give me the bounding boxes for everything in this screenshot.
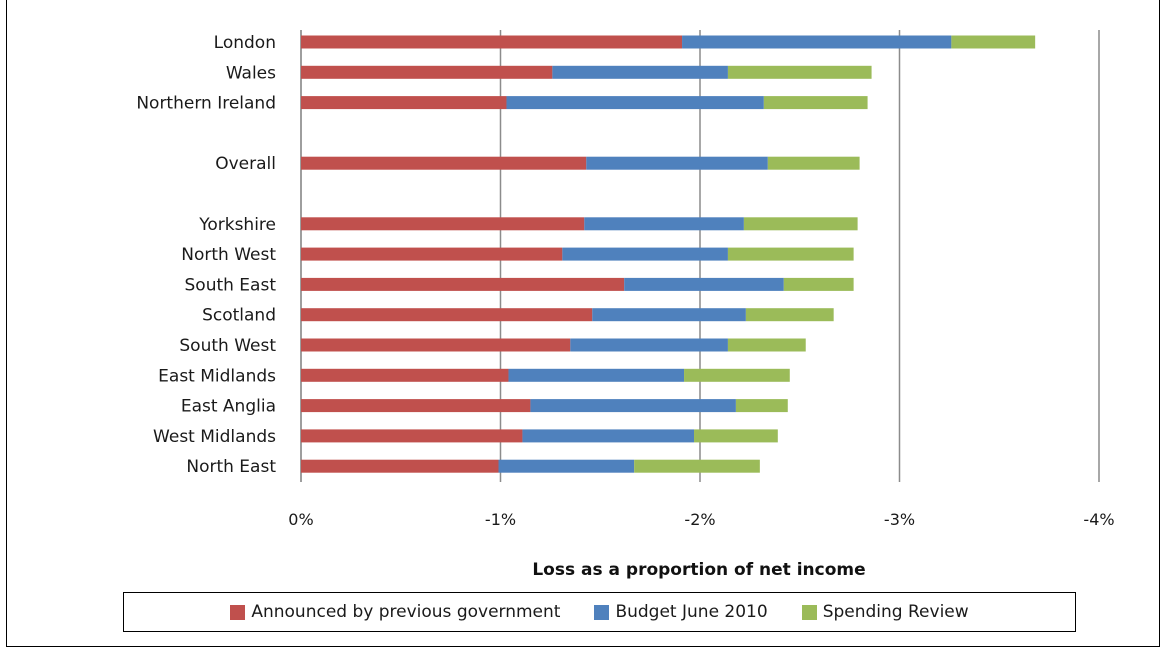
category-label: South East (185, 275, 277, 295)
legend-swatch-blue (594, 604, 610, 620)
stacked-bar-chart: London Wales Northern Ireland Overall Yorksh… (136, 30, 1115, 580)
category-label: East Anglia (181, 397, 276, 417)
bar-segment (301, 459, 499, 473)
bar-segment (301, 96, 507, 110)
bar-segment (735, 399, 788, 413)
legend-label: Announced by previous government (251, 602, 561, 622)
bar-segment (570, 338, 728, 352)
bar-segment (727, 247, 854, 261)
bar-segment (552, 65, 728, 79)
bar-segment (522, 429, 695, 443)
bar-segment (767, 156, 860, 170)
category-label: West Midlands (153, 427, 276, 447)
legend-item-budget-june-2010: Budget June 2010 (594, 602, 768, 622)
bar-segment (506, 96, 764, 110)
bar-segment (562, 247, 728, 261)
category-label: North East (186, 457, 276, 477)
category-label: East Midlands (158, 366, 276, 386)
category-label: Wales (226, 63, 276, 83)
bar-segment (727, 65, 872, 79)
bar-segment (951, 35, 1036, 49)
bar-segment (624, 277, 784, 291)
x-tick-label: -1% (485, 510, 516, 529)
bar-segment (745, 308, 834, 322)
x-axis-title: Loss as a proportion of net income (532, 560, 865, 580)
bar-segment (301, 429, 523, 443)
bar-segment (301, 338, 571, 352)
bar-segment (301, 65, 553, 79)
category-labels: London Wales Northern Ireland Overall Yorksh… (136, 33, 276, 477)
legend: Announced by previous government Budget … (123, 592, 1076, 632)
category-label: South West (179, 336, 276, 356)
legend-label: Spending Review (822, 602, 969, 622)
legend-item-previous-government: Announced by previous government (230, 602, 560, 622)
chart-frame (6, 0, 1160, 647)
bar-segment (684, 368, 790, 382)
bar-segment (301, 399, 531, 413)
bar-segment (592, 308, 746, 322)
bar-segment (301, 368, 509, 382)
bar-segment (584, 217, 744, 231)
bar-segment (301, 277, 625, 291)
bar-segment (498, 459, 635, 473)
bar-segment (763, 96, 868, 110)
x-tick-labels: 0% -1% -2% -3% -4% (288, 510, 1114, 529)
legend-label: Budget June 2010 (615, 602, 768, 622)
category-label: Overall (215, 154, 276, 174)
x-tick-label: -2% (684, 510, 715, 529)
bars (301, 35, 1036, 473)
bar-segment (530, 399, 736, 413)
bar-segment (682, 35, 952, 49)
bar-segment (694, 429, 778, 443)
category-label: London (214, 33, 276, 53)
bar-segment (727, 338, 806, 352)
bar-segment (301, 217, 585, 231)
bar-segment (301, 156, 587, 170)
bar-segment (634, 459, 760, 473)
bar-segment (301, 35, 683, 49)
bar-segment (783, 277, 854, 291)
bar-segment (586, 156, 768, 170)
x-tick-label: 0% (288, 510, 313, 529)
x-tick-label: -4% (1083, 510, 1114, 529)
bar-segment (743, 217, 858, 231)
category-label: Scotland (202, 306, 276, 326)
category-label: Northern Ireland (136, 94, 276, 114)
category-label: North West (181, 245, 276, 265)
bar-segment (508, 368, 685, 382)
legend-item-spending-review: Spending Review (801, 602, 969, 622)
legend-swatch-green (801, 604, 817, 620)
legend-swatch-red (230, 604, 246, 620)
x-tick-label: -3% (884, 510, 915, 529)
category-label: Yorkshire (198, 215, 276, 235)
bar-segment (301, 308, 593, 322)
bar-segment (301, 247, 563, 261)
